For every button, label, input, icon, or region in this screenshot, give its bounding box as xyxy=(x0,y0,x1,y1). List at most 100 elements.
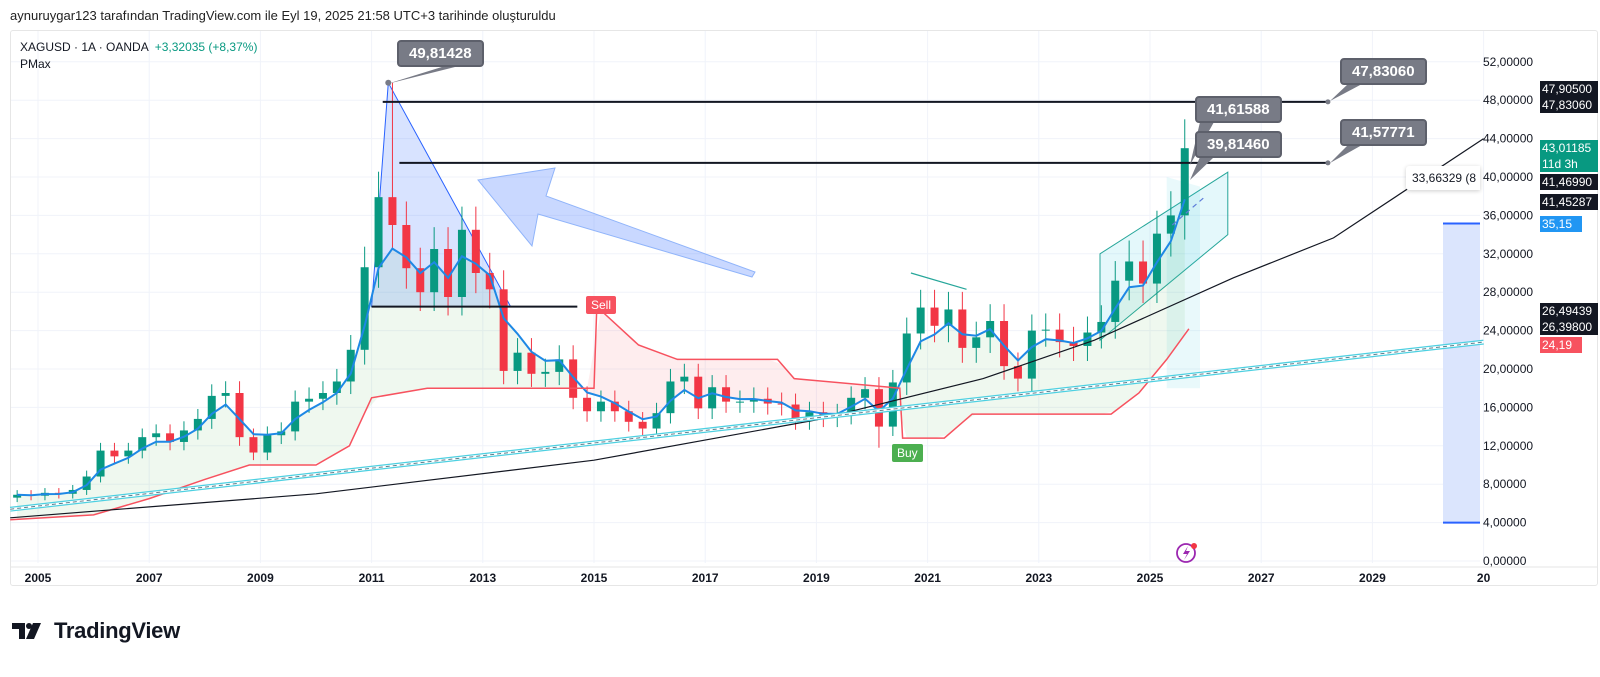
candle-body xyxy=(902,333,911,383)
pmax-fill-buy xyxy=(892,199,1185,439)
candle-body xyxy=(291,401,300,432)
candle-body xyxy=(791,404,800,420)
x-tick-label: 2021 xyxy=(914,571,941,585)
candle-body xyxy=(1027,330,1036,379)
candle-body xyxy=(318,393,327,399)
candle-body xyxy=(722,387,731,402)
candle-body xyxy=(555,359,564,372)
pmax-fill-buy xyxy=(17,248,588,520)
candle-body xyxy=(610,401,619,412)
candle-body xyxy=(416,268,425,293)
candle-body xyxy=(930,307,939,326)
y-tick-label: 32,00000 xyxy=(1483,247,1533,261)
candle-body xyxy=(96,450,105,477)
pmax-line xyxy=(10,304,1190,521)
candle-body xyxy=(874,389,883,427)
callout-high[interactable]: 41,61588 xyxy=(1195,96,1282,123)
candle-body xyxy=(888,382,897,427)
price-tag-dark: 41,46990 xyxy=(1540,174,1598,190)
candle-body xyxy=(1013,366,1022,379)
callout-upper-line[interactable]: 47,83060 xyxy=(1340,58,1427,85)
x-tick-label: 2011 xyxy=(359,571,385,585)
candle-body xyxy=(708,387,717,409)
axes: 52,00000 48,00000 44,00000 40,00000 36,00000… xyxy=(11,55,1597,585)
candle-body xyxy=(1041,329,1050,331)
candle-body xyxy=(958,309,967,348)
indicator-label[interactable]: PMax xyxy=(20,57,51,71)
y-tick-label: 44,00000 xyxy=(1483,132,1533,146)
y-tick-label: 8,00000 xyxy=(1483,477,1527,491)
y-tick-label: 28,00000 xyxy=(1483,285,1533,299)
candle-body xyxy=(944,309,953,326)
x-tick-label: 2015 xyxy=(581,571,608,585)
candle-body xyxy=(207,395,216,419)
candle-body xyxy=(332,381,341,393)
trend-tooltip: 33,66329 (8 xyxy=(1406,166,1480,190)
x-tick-label: 2013 xyxy=(469,571,496,585)
projection-dash xyxy=(1171,195,1206,226)
price-tag-last: 11d 3h xyxy=(1540,156,1598,172)
candle-body xyxy=(1069,342,1078,346)
price-tag-dark: 41,45287 xyxy=(1540,194,1598,210)
candle-body xyxy=(485,273,494,290)
x-tick-label: 2007 xyxy=(136,571,163,585)
price-tag-dark: 26,49439 xyxy=(1540,303,1598,319)
price-tag-red: 24,19 xyxy=(1540,337,1582,353)
tradingview-logo-icon xyxy=(12,623,41,639)
callout-pointer xyxy=(1330,145,1362,163)
callout-pointer xyxy=(1190,157,1214,180)
candle-body xyxy=(583,397,592,412)
candle-body xyxy=(82,476,91,490)
price-tag-blue: 35,15 xyxy=(1540,216,1582,232)
candle-body xyxy=(777,403,786,405)
candles xyxy=(13,82,1189,503)
candle-body xyxy=(624,411,633,422)
candle-body xyxy=(694,376,703,409)
date-range-box xyxy=(1443,223,1480,523)
callout-peak[interactable]: 49,81428 xyxy=(397,40,484,67)
x-tick-label: 2005 xyxy=(25,571,52,585)
candle-body xyxy=(249,437,258,453)
callout-lower-line[interactable]: 41,57771 xyxy=(1340,119,1427,146)
candle-body xyxy=(124,450,133,457)
candle-body xyxy=(166,433,175,442)
resistance-line xyxy=(910,272,967,290)
candle-body xyxy=(346,349,355,382)
y-tick-label: 24,00000 xyxy=(1483,324,1533,338)
candle-body xyxy=(193,418,202,431)
candle-body xyxy=(360,267,369,350)
lightning-icon xyxy=(1176,543,1196,563)
candle-body xyxy=(457,229,466,297)
symbol-label[interactable]: XAGUSD · 1A · OANDA xyxy=(20,40,149,54)
grid xyxy=(11,31,1485,563)
tradingview-logo[interactable]: TradingView xyxy=(12,618,180,644)
buy-signal: Buy xyxy=(892,444,923,462)
candle-body xyxy=(1055,329,1064,343)
candle-body xyxy=(305,398,314,402)
lightning-bolt xyxy=(1183,546,1190,560)
tradingview-logo-text: TradingView xyxy=(54,618,180,643)
y-tick-label: 4,00000 xyxy=(1483,516,1527,530)
candle-body xyxy=(1180,148,1189,216)
candle-body xyxy=(666,381,675,414)
candle-body xyxy=(110,450,119,457)
candle-body xyxy=(749,398,758,402)
callout-close[interactable]: 39,81460 xyxy=(1195,131,1282,158)
x-tick-label: 20 xyxy=(1477,571,1491,585)
candle-body xyxy=(444,249,453,297)
price-tag-dark: 26,39800 xyxy=(1540,319,1598,335)
candle-body xyxy=(1166,215,1175,234)
pmax-fill-sell xyxy=(587,310,893,420)
candle-body xyxy=(471,229,480,273)
candle-body xyxy=(1111,280,1120,322)
chart-caption: aynuruygar123 tarafından TradingView.com… xyxy=(10,8,556,23)
x-tick-label: 2019 xyxy=(803,571,830,585)
y-tick-label: 16,00000 xyxy=(1483,400,1533,414)
candle-body xyxy=(1152,233,1161,284)
candle-body xyxy=(541,371,550,374)
y-tick-label: 52,00000 xyxy=(1483,55,1533,69)
candle-body xyxy=(638,421,647,429)
callout-anchor xyxy=(1325,160,1331,166)
candle-body xyxy=(735,401,744,403)
